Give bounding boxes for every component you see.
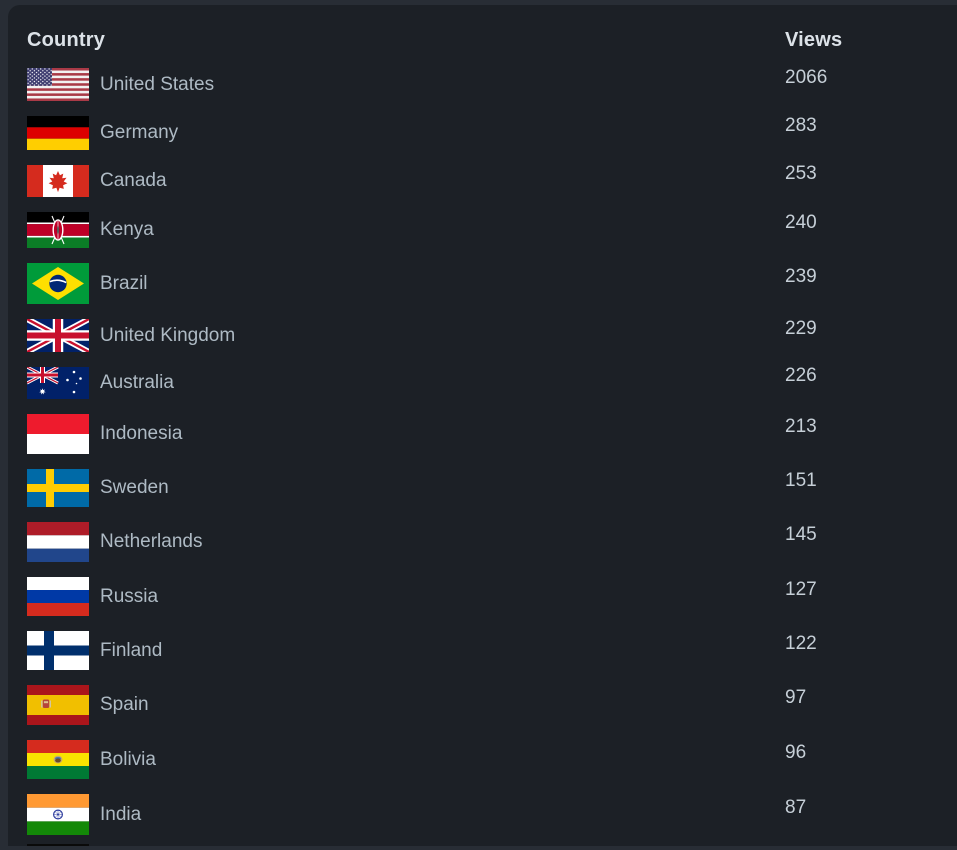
table-row: India 87 bbox=[27, 794, 957, 835]
country-name: Australia bbox=[100, 372, 174, 393]
country-name: Germany bbox=[100, 122, 179, 143]
views-count: 283 bbox=[785, 115, 817, 136]
country-name: Indonesia bbox=[100, 423, 183, 444]
views-column-header: Views bbox=[785, 29, 843, 51]
table-row: Indonesia 213 bbox=[27, 414, 957, 454]
next-flag-partial bbox=[27, 844, 89, 846]
bolivia-flag-icon bbox=[27, 740, 100, 779]
country-name: Sweden bbox=[100, 477, 169, 498]
kenya-flag-icon bbox=[27, 212, 100, 248]
indonesia-flag-icon bbox=[27, 414, 100, 454]
views-count: 253 bbox=[785, 163, 817, 184]
views-count: 145 bbox=[785, 524, 817, 545]
country-name: Kenya bbox=[100, 219, 154, 240]
country-name: Brazil bbox=[100, 272, 148, 294]
country-name: United Kingdom bbox=[100, 324, 236, 346]
table-row: Germany 283 bbox=[27, 115, 957, 150]
spain-flag-icon bbox=[27, 685, 100, 725]
table-row: Bolivia 96 bbox=[27, 740, 957, 779]
views-count: 239 bbox=[785, 265, 817, 287]
table-row: Brazil 239 bbox=[27, 263, 957, 304]
brazil-flag-icon bbox=[27, 263, 100, 304]
united-states-flag-icon bbox=[27, 68, 100, 101]
country-name: Spain bbox=[100, 694, 149, 715]
table-row: United States 2066 bbox=[27, 66, 957, 101]
views-count: 97 bbox=[785, 687, 807, 708]
table-row: Finland 122 bbox=[27, 631, 957, 670]
netherlands-flag-icon bbox=[27, 522, 100, 562]
table-row: Sweden 151 bbox=[27, 469, 957, 507]
views-by-country-panel: Country Views United States 2066 bbox=[8, 5, 957, 846]
views-count: 122 bbox=[785, 632, 817, 654]
views-count: 87 bbox=[785, 796, 807, 818]
finland-flag-icon bbox=[27, 631, 100, 670]
table-row: Russia 127 bbox=[27, 577, 957, 616]
table-row: Australia 226 bbox=[27, 365, 957, 399]
country-name: Netherlands bbox=[100, 531, 203, 552]
views-count: 151 bbox=[785, 470, 817, 491]
country-name: India bbox=[100, 803, 142, 825]
country-name: Russia bbox=[100, 585, 159, 607]
country-name: Finland bbox=[100, 639, 163, 661]
views-count: 127 bbox=[785, 578, 817, 600]
canada-flag-icon bbox=[27, 165, 100, 197]
views-count: 229 bbox=[785, 317, 817, 339]
table-row: United Kingdom 229 bbox=[27, 317, 957, 352]
sweden-flag-icon bbox=[27, 469, 100, 507]
table-row: Canada 253 bbox=[27, 163, 957, 197]
country-name: Bolivia bbox=[100, 748, 156, 770]
table-row: Netherlands 145 bbox=[27, 522, 957, 562]
views-count: 240 bbox=[785, 212, 817, 233]
india-flag-icon bbox=[27, 794, 100, 835]
table-header: Country Views bbox=[27, 27, 957, 53]
russia-flag-icon bbox=[27, 577, 100, 616]
country-column-header: Country bbox=[27, 29, 106, 51]
germany-flag-icon bbox=[27, 116, 100, 150]
table-row: Kenya 240 bbox=[27, 212, 957, 248]
table-row: Spain 97 bbox=[27, 685, 957, 725]
country-name: United States bbox=[100, 73, 215, 95]
country-name: Canada bbox=[100, 170, 167, 191]
australia-flag-icon bbox=[27, 367, 100, 399]
views-count: 2066 bbox=[785, 66, 828, 88]
views-count: 96 bbox=[785, 741, 807, 763]
united-kingdom-flag-icon bbox=[27, 319, 100, 352]
views-count: 226 bbox=[785, 365, 817, 386]
views-count: 213 bbox=[785, 416, 817, 437]
